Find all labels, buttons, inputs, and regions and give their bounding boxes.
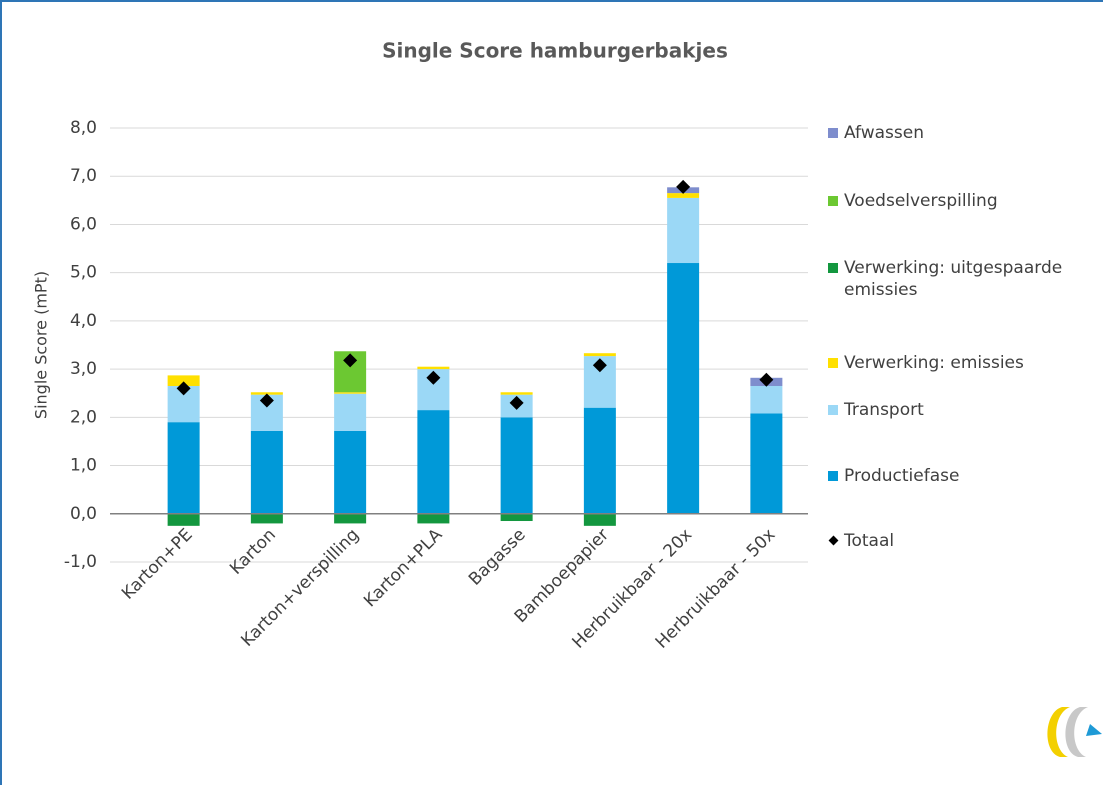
total-marker — [509, 395, 524, 410]
bar-segment — [500, 392, 533, 395]
y-tick-label: 2,0 — [70, 407, 97, 427]
legend-item: Voedselverspilling — [828, 190, 1103, 212]
legend-item: Verwerking: emissies — [828, 352, 1103, 374]
legend-item: Transport — [828, 399, 1103, 421]
y-tick-label: 5,0 — [70, 263, 97, 283]
y-tick-label: 7,0 — [70, 166, 97, 186]
bar-segment — [583, 513, 616, 526]
bar-segment — [667, 193, 700, 198]
legend-label: Productiefase — [844, 466, 960, 486]
bar-segment — [500, 417, 533, 514]
legend-item: Totaal — [828, 530, 1103, 552]
y-tick-label: 8,0 — [70, 118, 97, 138]
legend-label: Afwassen — [844, 123, 924, 143]
bar-segment — [667, 263, 700, 514]
total-marker — [426, 370, 441, 385]
bar-segment — [417, 366, 450, 370]
legend-label: Totaal — [844, 531, 895, 551]
bar-segment — [167, 513, 200, 526]
legend-swatch — [828, 196, 838, 206]
legend-item: Afwassen — [828, 122, 1103, 144]
total-marker — [592, 358, 607, 373]
x-tick-label: Karton+PLA — [360, 525, 447, 612]
bar-segment — [750, 413, 783, 514]
bar-segment — [334, 430, 367, 514]
bar-segment — [167, 375, 200, 386]
bar-segment — [417, 513, 450, 524]
y-tick-label: -1,0 — [64, 552, 97, 572]
bar-segment — [334, 393, 367, 431]
legend-label: Verwerking: emissies — [844, 353, 1024, 373]
bar-segment — [750, 385, 783, 414]
y-tick-label: 1,0 — [70, 456, 97, 476]
total-marker — [176, 381, 191, 396]
x-tick-label: Karton — [226, 525, 280, 579]
y-axis-label: Single Score (mPt) — [32, 271, 51, 419]
total-marker — [676, 179, 691, 194]
total-marker — [759, 372, 774, 387]
bar-segment — [417, 410, 450, 514]
x-tick-label: Bagasse — [465, 525, 530, 590]
bar-segment — [250, 430, 283, 514]
legend-swatch — [828, 405, 838, 415]
y-tick-label: 0,0 — [70, 504, 97, 524]
y-tick-label: 3,0 — [70, 359, 97, 379]
x-tick-label: Karton+PE — [118, 525, 197, 604]
legend-swatch — [828, 263, 838, 273]
legend-label: Verwerking: uitgespaarde emissies — [844, 258, 1063, 300]
total-marker — [259, 393, 274, 408]
legend-swatch — [828, 128, 838, 138]
bar-segment — [334, 392, 367, 394]
legend-swatch — [828, 471, 838, 481]
bar-segment — [583, 407, 616, 514]
legend-swatch — [828, 358, 838, 368]
bar-segment — [583, 353, 616, 357]
legend-item: Verwerking: uitgespaarde emissies — [828, 257, 1103, 301]
bar-segment — [250, 513, 283, 524]
logo — [1047, 707, 1102, 757]
legend-label: Voedselverspilling — [844, 191, 998, 211]
bar-segment — [500, 513, 533, 522]
bar-segment — [167, 422, 200, 514]
total-marker — [343, 353, 358, 368]
chart-title: Single Score hamburgerbakjes — [382, 39, 728, 63]
bar-segment — [667, 197, 700, 264]
y-tick-label: 6,0 — [70, 214, 97, 234]
bar-segment — [334, 513, 367, 524]
legend-label: Transport — [844, 400, 924, 420]
y-tick-label: 4,0 — [70, 311, 97, 331]
legend-item: Productiefase — [828, 465, 1103, 487]
